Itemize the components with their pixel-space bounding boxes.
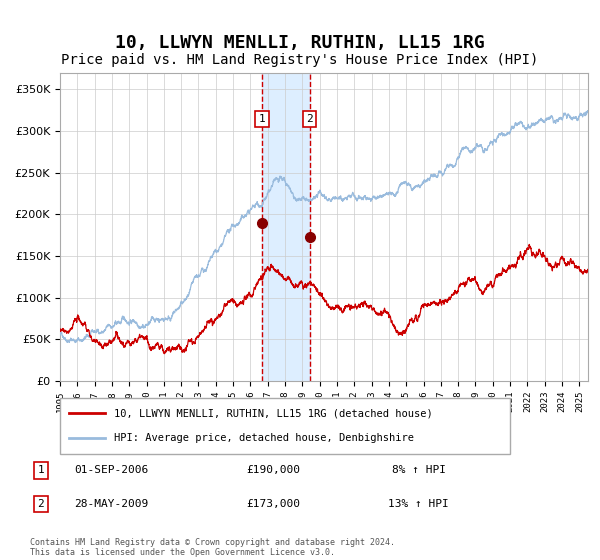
Text: Price paid vs. HM Land Registry's House Price Index (HPI): Price paid vs. HM Land Registry's House … xyxy=(61,53,539,67)
Text: 1: 1 xyxy=(259,114,265,124)
Text: 13% ↑ HPI: 13% ↑ HPI xyxy=(388,499,449,509)
Text: 10, LLWYN MENLLI, RUTHIN, LL15 1RG: 10, LLWYN MENLLI, RUTHIN, LL15 1RG xyxy=(115,34,485,52)
Text: 28-MAY-2009: 28-MAY-2009 xyxy=(74,499,148,509)
FancyBboxPatch shape xyxy=(60,398,510,454)
Text: Contains HM Land Registry data © Crown copyright and database right 2024.
This d: Contains HM Land Registry data © Crown c… xyxy=(30,538,395,557)
Text: 1: 1 xyxy=(37,465,44,475)
Bar xyxy=(262,73,310,381)
Text: 8% ↑ HPI: 8% ↑ HPI xyxy=(392,465,446,475)
Text: HPI: Average price, detached house, Denbighshire: HPI: Average price, detached house, Denb… xyxy=(114,433,414,443)
Text: 01-SEP-2006: 01-SEP-2006 xyxy=(74,465,148,475)
Text: 10, LLWYN MENLLI, RUTHIN, LL15 1RG (detached house): 10, LLWYN MENLLI, RUTHIN, LL15 1RG (deta… xyxy=(114,408,433,418)
Text: 2: 2 xyxy=(306,114,313,124)
Text: £173,000: £173,000 xyxy=(246,499,300,509)
Text: 2: 2 xyxy=(37,499,44,509)
Text: £190,000: £190,000 xyxy=(246,465,300,475)
